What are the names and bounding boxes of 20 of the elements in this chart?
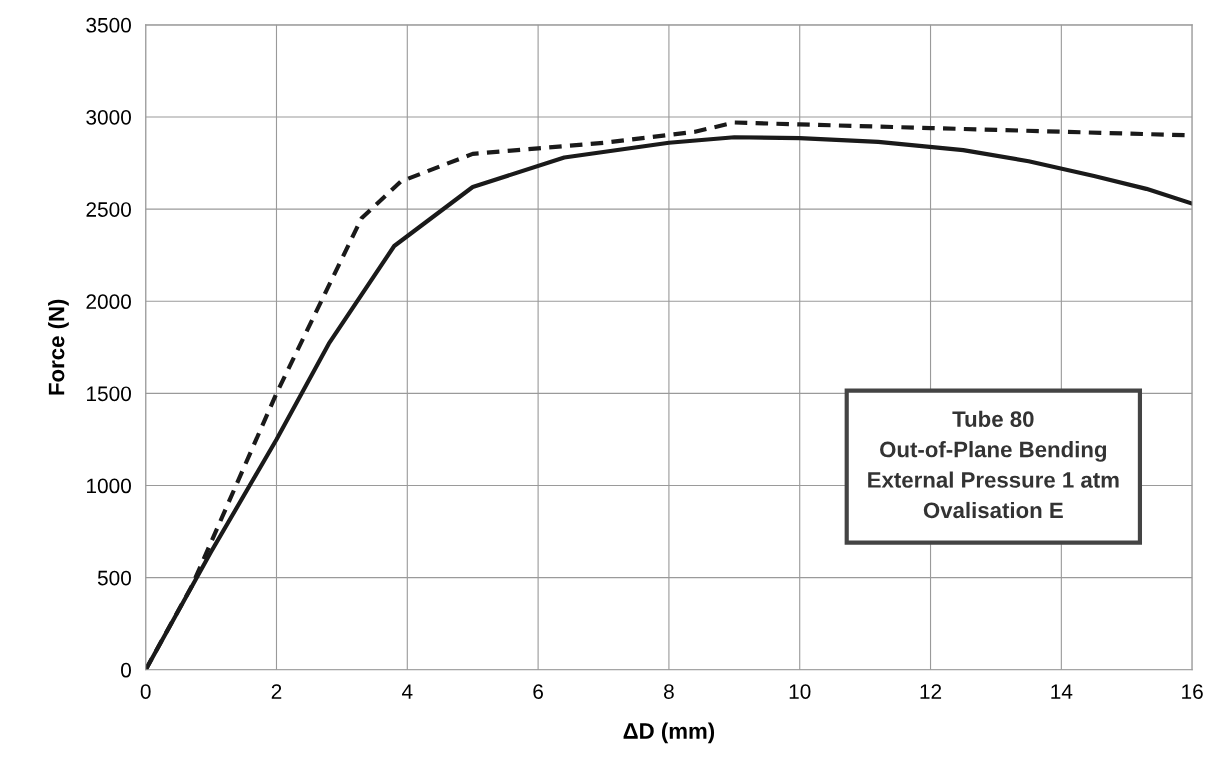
y-tick-label: 3000: [86, 110, 131, 125]
y-tick-label: 0: [121, 662, 131, 678]
y-tick-label: 3500: [86, 17, 131, 33]
y-tick-label: 1500: [87, 386, 131, 402]
x-axis-title: ΔD (mm): [623, 722, 715, 744]
x-tick-label: 14: [1051, 684, 1073, 699]
annotation: Tube 80 Out-of-Plane Bending External Pressure 1 atm Ovalisation E: [868, 410, 1119, 519]
x-tick-label: 10: [789, 684, 811, 699]
y-tick-label: 500: [97, 570, 131, 586]
x-tick-label: 0: [140, 684, 151, 699]
x-tick-label: 2: [271, 684, 282, 699]
x-tick-label: 4: [401, 684, 413, 699]
y-tick-label: 1000: [87, 478, 131, 494]
x-tick-label: 8: [664, 684, 674, 699]
x-tick-label: 6: [533, 684, 543, 699]
y-tick-label: 2500: [86, 202, 131, 217]
y-axis-title: Force (N): [48, 299, 69, 395]
x-tick-label: 16: [1182, 684, 1203, 699]
x-tick-label: 12: [920, 684, 942, 699]
y-tick-label: 2000: [86, 294, 131, 310]
